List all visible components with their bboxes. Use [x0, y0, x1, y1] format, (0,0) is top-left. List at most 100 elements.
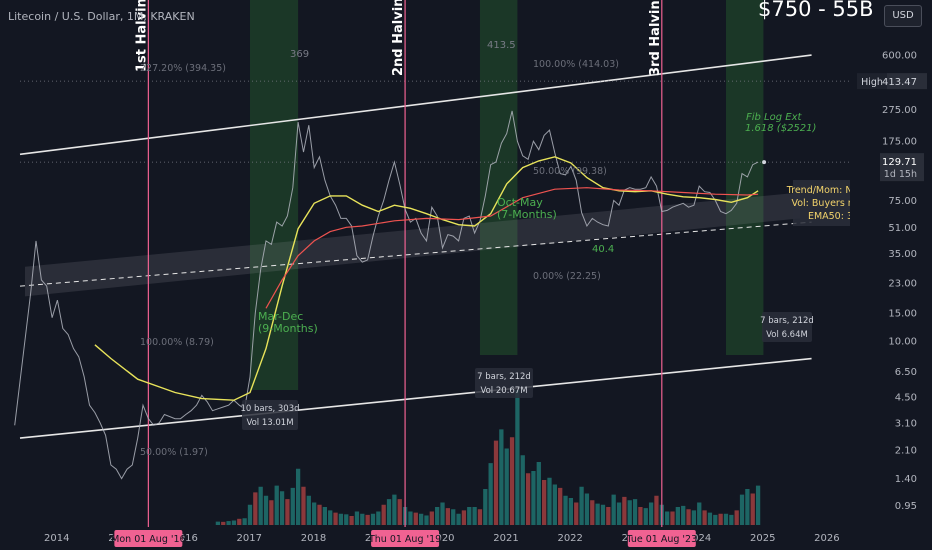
- volume-bar: [638, 507, 643, 525]
- volume-bar: [445, 508, 451, 525]
- volume-bar: [493, 440, 499, 525]
- volume-bar: [242, 518, 247, 525]
- volume-bar: [509, 437, 515, 525]
- volume-bar: [600, 504, 606, 525]
- volume-bar: [322, 507, 327, 525]
- volume-bar: [552, 484, 557, 525]
- price-tick: 6.50: [895, 367, 917, 378]
- last-price-tag-bg: [880, 153, 924, 182]
- volume-bar: [499, 429, 504, 525]
- last-price-value: 129.71: [882, 157, 917, 168]
- volume-bar: [665, 511, 670, 525]
- channel-lower-line: [19, 357, 812, 439]
- fib-label-100-lower: 100.00% (8.79): [140, 337, 214, 348]
- price-tick: 23.00: [888, 278, 917, 289]
- currency-button[interactable]: USD: [884, 5, 922, 27]
- high-value-bg: [887, 73, 927, 90]
- bull-run-zones: [249, 0, 764, 390]
- measure-box-2021-bg: [475, 368, 533, 398]
- volume-bar: [221, 521, 226, 525]
- volume-bar: [739, 494, 745, 525]
- ema-slow-line: [265, 187, 759, 309]
- price-tick: 35.00: [888, 249, 917, 260]
- bull-zone: [479, 0, 518, 355]
- volume-bar: [472, 507, 477, 525]
- volume-bar: [349, 516, 354, 525]
- volume-bar: [504, 448, 509, 525]
- price-line: [14, 110, 759, 480]
- halving-date-label: Tue 01 Aug '23: [625, 534, 697, 545]
- volume-bar: [477, 509, 483, 525]
- volume-bar: [515, 390, 520, 525]
- bull-zone: [249, 0, 299, 390]
- volume-bar: [215, 521, 221, 525]
- measure-box-2017-vol: Vol 13.01M: [246, 418, 293, 428]
- volume-bar: [542, 480, 547, 525]
- volume-bar: [328, 510, 333, 525]
- volume-bar: [488, 463, 493, 525]
- price-tick: 2.10: [895, 446, 917, 457]
- volume-bar: [745, 489, 750, 525]
- run1-sub: (9-Months): [258, 322, 318, 335]
- measure-box-2021-bars: 7 bars, 212d: [477, 372, 531, 382]
- volume-bar: [231, 520, 237, 525]
- fib-ext-value: 1.618 ($2521): [745, 123, 816, 134]
- halving-date-bg: [114, 530, 183, 547]
- price-scale-bg: [850, 0, 932, 550]
- volume-bar: [755, 485, 761, 525]
- volume-bar: [525, 473, 531, 525]
- time-tick: 2016: [172, 533, 197, 544]
- channel-mid-line: [19, 221, 812, 287]
- volume-bar: [451, 509, 456, 525]
- volume-bar: [702, 510, 707, 525]
- volume-bar: [418, 513, 424, 525]
- fib-ext-title: Fib Log Ext: [746, 112, 803, 123]
- price-tick: 275.00: [882, 105, 917, 116]
- time-tick: 2025: [750, 533, 775, 544]
- volume-bar: [483, 489, 488, 525]
- measure-box-2017: 10 bars, 303d Vol 13.01M: [240, 400, 300, 430]
- volume-bar: [467, 507, 472, 525]
- price-tick: 75.00: [888, 196, 917, 207]
- volume-bar: [290, 487, 295, 525]
- volume-bar: [440, 502, 445, 525]
- halving-label: 3rd Halving: [648, 0, 663, 76]
- volume-bar: [574, 502, 579, 525]
- volume-bar: [354, 511, 360, 525]
- volume-bar: [595, 503, 600, 525]
- fib-label-100-upper: 100.00% (414.03): [533, 59, 619, 70]
- volume-bar: [461, 510, 467, 525]
- volume-bar: [723, 513, 729, 525]
- halving-date-bg: [627, 530, 696, 547]
- price-tick: 175.00: [882, 137, 917, 148]
- trend-line-1: Trend/Mom: NEUTRAL: [786, 185, 890, 196]
- volume-bar: [643, 508, 648, 525]
- volume-bar: [713, 514, 718, 525]
- measure-box-2017-bars: 10 bars, 303d: [240, 404, 299, 414]
- volume-bar: [691, 510, 697, 525]
- measure-box-2025-bars: 7 bars, 212d: [760, 316, 814, 326]
- volume-bar: [648, 502, 654, 525]
- run1-title: Mar-Dec: [258, 310, 303, 323]
- volume-bar: [237, 518, 242, 525]
- volume-bar: [360, 513, 365, 525]
- peak-2021-label: 413.5: [487, 40, 516, 51]
- price-tick: 0.95: [895, 501, 917, 512]
- time-tick: 2014: [44, 533, 69, 544]
- volume-bars: [215, 390, 761, 525]
- annotations: 227.20% (394.35) 100.00% (414.03) 50.00% (…: [140, 40, 890, 458]
- last-price-dot: [762, 160, 767, 165]
- volume-bar: [590, 500, 595, 525]
- volume-bar: [584, 493, 590, 525]
- volume-bar: [563, 495, 568, 525]
- volume-bar: [365, 514, 370, 525]
- halving-label: 2nd Halving: [391, 0, 406, 76]
- volume-bar: [627, 500, 632, 525]
- volume-bar: [579, 486, 584, 525]
- volume-bar: [392, 494, 397, 525]
- volume-bar: [718, 513, 723, 525]
- trend-line-3: EMA50: 31%: [808, 211, 868, 222]
- countdown-value: 1d 15h: [884, 169, 917, 180]
- volume-bar: [697, 502, 702, 525]
